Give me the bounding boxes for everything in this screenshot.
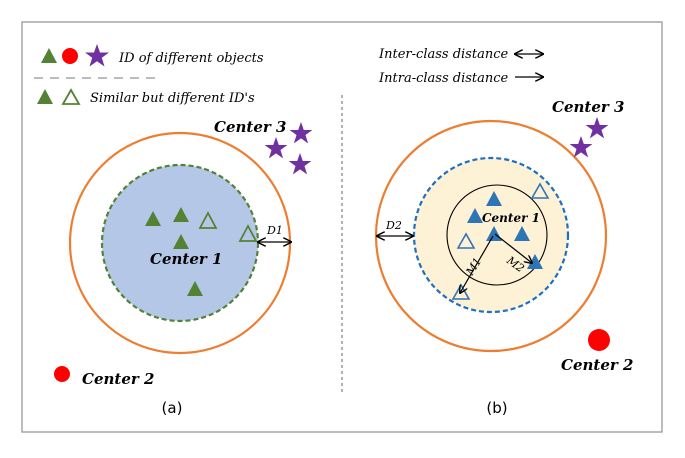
green-triangle-icon [173,234,189,249]
blue-triangle-icon [486,191,502,206]
green-triangle-icon [187,281,203,296]
purple-star-icon [85,44,109,67]
legend-intra-label: Intra-class distance [378,71,509,86]
blue-triangle-icon [514,226,530,241]
red-circle-icon [588,329,610,351]
green-triangle-icon [37,89,53,104]
blue-triangle-icon [527,254,543,269]
purple-star-icon [569,136,593,158]
blue-triangle-icon [486,226,502,241]
panel-b: Center 1 M2 M1 D2 Center 3 Center 2 (b) [374,98,633,417]
red-circle-icon [62,48,78,64]
d1-label: D1 [266,224,283,237]
green-triangle-icon [41,48,57,63]
center-3-label: Center 3 [214,118,286,136]
legend-similar-label: Similar but different ID's [90,91,255,106]
purple-star-icon [264,137,288,159]
green-hollow-triangle-icon [238,224,258,242]
panel-b-caption: (b) [486,399,507,417]
purple-star-icon [289,122,313,144]
m1-arrow-icon [460,235,494,293]
green-triangle-icon [145,211,161,226]
center-2-label: Center 2 [561,356,633,374]
blue-hollow-triangle-icon [456,232,476,249]
center-1-label: Center 1 [482,211,540,225]
panel-a-caption: (a) [162,399,183,417]
red-circle-icon [54,366,70,382]
m2-arrow-icon [494,233,532,263]
blue-hollow-triangle-icon [530,182,550,199]
legend-id-label: ID of different objects [118,51,264,66]
outer-boundary-ring [374,119,608,353]
panel-a: Center 1 D1 Center 3 Center 2 (a) [54,118,313,417]
green-hollow-triangle-icon [61,88,81,105]
blue-triangle-icon [467,208,483,223]
d2-label: D2 [385,219,402,232]
inner-center-region [446,184,548,286]
center-1-label: Center 1 [150,250,222,268]
green-hollow-triangle-icon [198,211,218,229]
center-2-label: Center 2 [82,370,154,388]
purple-star-icon [288,153,312,175]
purple-star-icon [585,117,609,139]
green-triangle-icon [173,207,189,222]
center-3-label: Center 3 [552,98,624,116]
legend-inter-label: Inter-class distance [378,47,508,62]
